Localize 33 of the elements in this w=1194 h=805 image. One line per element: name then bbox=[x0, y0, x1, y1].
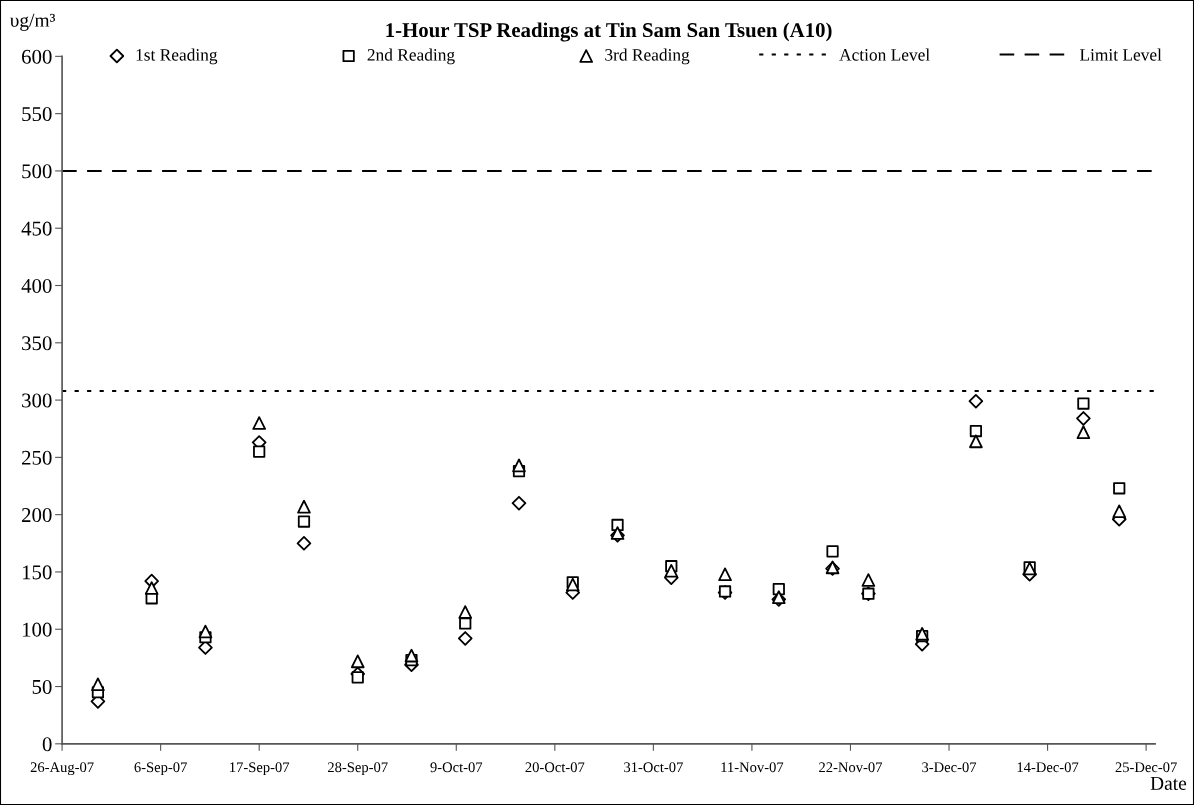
legend-label: 3rd Reading bbox=[605, 48, 690, 65]
legend-label: 1st Reading bbox=[136, 48, 218, 65]
chart-title: 1-Hour TSP Readings at Tin Sam San Tsuen (A10) bbox=[386, 22, 832, 42]
x-tick-label: 11-Nov-07 bbox=[721, 762, 784, 773]
y-tick-label: 100 bbox=[22, 622, 52, 637]
y-tick-label: 250 bbox=[22, 450, 52, 465]
y-tick-label: 150 bbox=[22, 565, 52, 580]
y-tick-label: 550 bbox=[22, 107, 52, 122]
y-tick-label: 300 bbox=[22, 393, 52, 408]
legend-label: Action Level bbox=[839, 48, 930, 61]
legend-label: 2nd Reading bbox=[367, 48, 455, 65]
y-tick-label: 50 bbox=[32, 679, 52, 694]
x-tick-label: 6-Sep-07 bbox=[134, 762, 187, 776]
y-tick-label: 400 bbox=[21, 278, 52, 293]
y-tick-label: 500 bbox=[22, 164, 52, 179]
x-tick-label: 28-Sep-07 bbox=[328, 762, 388, 776]
x-tick-label: 22-Nov-07 bbox=[819, 762, 883, 773]
x-tick-label: 9-Oct-07 bbox=[430, 762, 483, 773]
y-tick-label: 450 bbox=[21, 221, 52, 236]
y-axis-title: υg/m³ bbox=[9, 13, 56, 31]
x-tick-label: 25-Dec-07 bbox=[1115, 762, 1177, 773]
x-tick-label: 3-Dec-07 bbox=[922, 762, 977, 773]
x-axis-title: Date bbox=[1150, 777, 1187, 790]
x-tick-label: 17-Sep-07 bbox=[230, 762, 290, 776]
x-tick-label: 26-Aug-07 bbox=[30, 762, 94, 776]
legend-label: Limit Level bbox=[1079, 48, 1162, 61]
y-tick-label: 600 bbox=[22, 49, 52, 64]
x-tick-label: 20-Oct-07 bbox=[525, 762, 585, 773]
x-tick-label: 14-Dec-07 bbox=[1017, 762, 1079, 773]
y-tick-label: 350 bbox=[22, 336, 52, 351]
x-tick-label: 31-Oct-07 bbox=[624, 762, 683, 773]
y-tick-label: 200 bbox=[22, 508, 52, 523]
y-tick-label: 0 bbox=[42, 737, 52, 752]
